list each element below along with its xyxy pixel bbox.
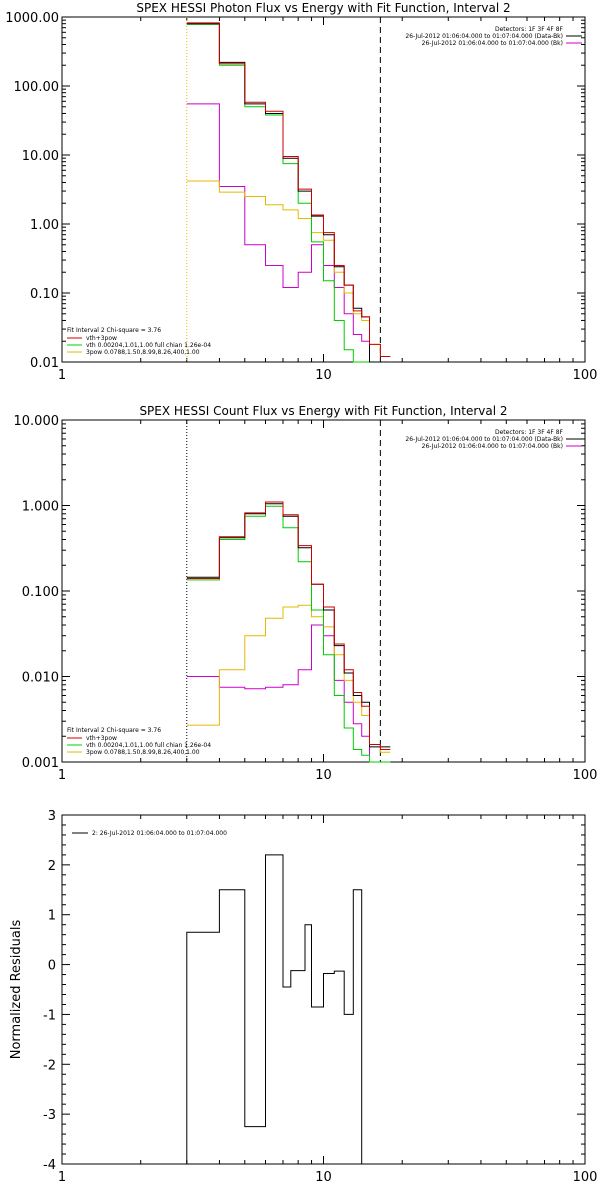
series-vth-3pow xyxy=(186,22,391,357)
y-tick-label: -3 xyxy=(43,1108,56,1123)
detectors-label: Detectors: 1F 3F 4F 8F xyxy=(495,26,564,33)
legend-bk-label: 26-Jul-2012 01:06:04.000 to 01:07:04.000… xyxy=(422,40,563,47)
x-tick-label: 100 xyxy=(573,368,598,383)
y-axis-1: 0.001 0.010 0.100 1.000 10.000 xyxy=(14,414,585,771)
x-tick-label: 10 xyxy=(315,1170,332,1185)
series-group-0 xyxy=(186,22,391,363)
legend-entry-label: vth+3pow xyxy=(86,335,117,342)
x-tick-label: 1 xyxy=(58,368,66,383)
y-tick-label: 0.100 xyxy=(22,585,59,600)
legend-entry-label: vth 0.00204,1.01,1.00 full chian 1.26e-0… xyxy=(86,742,211,749)
y-tick-label: 0 xyxy=(48,959,56,974)
x-axis-1: 1 10 100 xyxy=(58,420,598,783)
legend-entry-label: vth 0.00204,1.01,1.00 full chian 1.26e-0… xyxy=(86,342,211,349)
chart-title: SPEX HESSI Photon Flux vs Energy with Fi… xyxy=(136,1,510,15)
y-tick-label: 3 xyxy=(48,809,56,824)
residual-legend-label: 2: 26-Jul-2012 01:06:04.000 to 01:07:04.… xyxy=(92,830,227,837)
y-tick-label: 1 xyxy=(48,909,56,924)
fit-interval-label: Fit Interval 2 Chi-square = 3.76 xyxy=(67,727,161,734)
y-tick-label: 0.001 xyxy=(22,756,59,771)
series-group-1 xyxy=(186,501,391,763)
series-vth-3pow xyxy=(186,501,391,750)
y-tick-label: -2 xyxy=(43,1058,56,1073)
legend-bk-label: 26-Jul-2012 01:06:04.000 to 01:07:04.000… xyxy=(422,443,563,450)
y-tick-label: 0.010 xyxy=(22,671,59,686)
legend-entry-label: 3pow 0.0788,1.50,8.99,8.26,400,1.00 xyxy=(86,349,200,356)
y-tick-label: 0.10 xyxy=(30,287,59,302)
y-tick-label: 0.01 xyxy=(30,356,59,371)
x-tick-label: 10 xyxy=(315,768,332,783)
x-tick-label: 100 xyxy=(573,768,598,783)
detectors-label: Detectors: 1F 3F 4F 8F xyxy=(495,429,564,436)
residual-series xyxy=(186,854,381,1165)
y-axis-label: Normalized Residuals xyxy=(9,920,24,1060)
y-tick-label: 10.00 xyxy=(22,149,59,164)
legend-entry-label: 3pow 0.0788,1.50,8.99,8.26,400,1.00 xyxy=(86,749,200,756)
legend-data-bk-label: 26-Jul-2012 01:06:04.000 to 01:07:04.000… xyxy=(405,436,563,443)
y-tick-label: 100.00 xyxy=(14,80,60,95)
y-tick-label: 10.000 xyxy=(14,414,60,429)
chart-title: SPEX HESSI Count Flux vs Energy with Fit… xyxy=(139,404,507,418)
y-tick-label: 1.00 xyxy=(30,218,59,233)
x-axis-2: 1 10 100 xyxy=(58,815,598,1185)
y-tick-label: -4 xyxy=(43,1158,56,1173)
fit-interval-label: Fit Interval 2 Chi-square = 3.76 xyxy=(67,327,161,334)
legend-data-bk-label: 26-Jul-2012 01:06:04.000 to 01:07:04.000… xyxy=(405,33,563,40)
series-vth xyxy=(186,23,391,363)
x-tick-label: 1 xyxy=(58,768,66,783)
y-axis-2: -4 -3 -2 -1 0 1 2 3 xyxy=(43,809,585,1173)
series-3pow xyxy=(186,180,391,357)
y-tick-label: 1.000 xyxy=(22,500,59,515)
legend-entry-label: vth+3pow xyxy=(86,735,117,742)
x-tick-label: 100 xyxy=(573,1170,598,1185)
y-axis-0: 0.01 0.10 1.00 10.00 100.00 1000.00 xyxy=(5,11,585,371)
y-tick-label: -1 xyxy=(43,1008,56,1023)
y-tick-label: 2 xyxy=(48,859,56,874)
x-tick-label: 1 xyxy=(58,1170,66,1185)
y-tick-label: 1000.00 xyxy=(5,11,59,26)
x-tick-label: 10 xyxy=(315,368,332,383)
x-axis-0: 1 10 100 xyxy=(58,17,598,383)
